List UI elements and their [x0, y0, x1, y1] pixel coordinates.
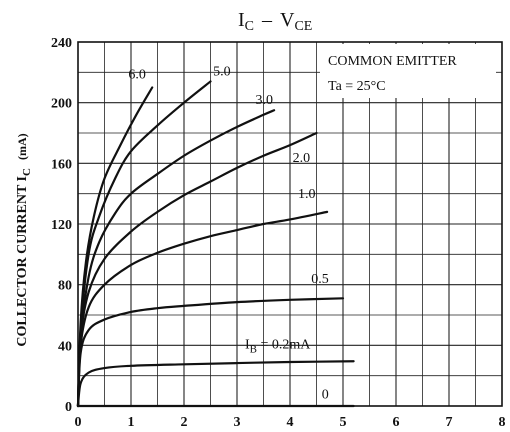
y-tick-label: 40: [58, 339, 72, 354]
series-label-0-2: IB = 0.2mA: [245, 337, 311, 355]
x-tick-label: 1: [128, 415, 135, 430]
series-line-3-0: [76, 109, 276, 408]
x-tick-label: 3: [234, 415, 241, 430]
annotation-line-1: COMMON EMITTER: [328, 54, 457, 69]
series-line-2-0: [76, 131, 318, 408]
x-tick-label: 4: [287, 415, 294, 430]
series-line-0-5: [76, 297, 345, 408]
series: [76, 80, 355, 408]
x-tick-label: 2: [181, 415, 188, 430]
annotation-line-2: Ta = 25°C: [328, 79, 386, 94]
series-label-6-0: 6.0: [128, 67, 146, 82]
series-label-0-5: 0.5: [311, 272, 329, 287]
series-line-0-2: [76, 360, 355, 408]
x-tick-label: 6: [393, 415, 400, 430]
grid: [78, 42, 502, 406]
chart-title: IC – VCE: [238, 9, 312, 34]
x-tick-label: 0: [75, 415, 82, 430]
x-tick-label: 7: [446, 415, 453, 430]
x-tick-label: 5: [340, 415, 347, 430]
y-tick-label: 200: [51, 97, 72, 112]
series-label-2-0: 2.0: [293, 151, 311, 166]
y-axis-label: COLLECTOR CURRENT IC(mA): [15, 133, 33, 346]
svg-text:COLLECTOR CURRENT IC(mA): COLLECTOR CURRENT IC(mA): [15, 133, 33, 346]
series-label-1-0: 1.0: [298, 187, 316, 202]
x-tick-label: 8: [499, 415, 506, 430]
annotation-box: COMMON EMITTER Ta = 25°C: [320, 44, 496, 98]
y-tick-label: 80: [58, 279, 72, 294]
series-line-1-0: [76, 210, 329, 408]
series-label-5-0: 5.0: [213, 64, 231, 79]
y-tick-label: 0: [65, 400, 72, 415]
series-label-0: 0: [322, 387, 329, 402]
series-labels: 6.0 5.0 3.0 2.0 1.0 0.5 IB = 0.2mA 0: [128, 64, 328, 402]
y-tick-label: 120: [51, 218, 72, 233]
series-label-3-0: 3.0: [256, 93, 273, 108]
y-tick-label: 240: [51, 36, 72, 51]
y-tick-label: 160: [51, 157, 72, 172]
